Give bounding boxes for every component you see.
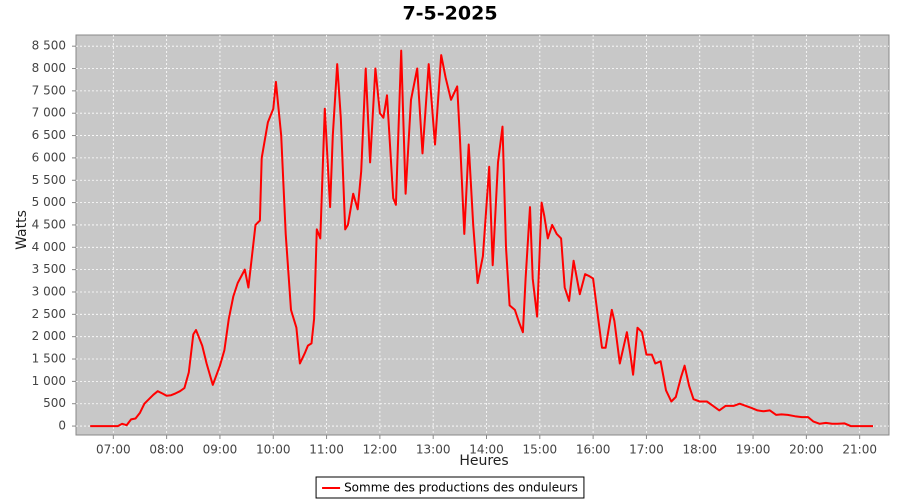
x-tick-label: 15:00 xyxy=(523,443,558,457)
legend-box xyxy=(315,476,585,499)
x-tick-label: 11:00 xyxy=(309,443,344,457)
data-line xyxy=(90,49,873,428)
legend-label: Somme des productions des onduleurs xyxy=(344,481,578,495)
x-tick-label: 12:00 xyxy=(363,443,398,457)
y-tick-label: 0 xyxy=(58,419,66,433)
y-tick-label: 6 500 xyxy=(32,128,66,142)
x-tick-label: 14:00 xyxy=(469,443,504,457)
x-tick-label: 17:00 xyxy=(629,443,664,457)
y-tick-label: 5 000 xyxy=(32,195,66,209)
y-tick-label: 8 000 xyxy=(32,61,66,75)
x-tick-label: 18:00 xyxy=(682,443,717,457)
y-tick-label: 1 500 xyxy=(32,352,66,366)
y-tick-label: 5 500 xyxy=(32,173,66,187)
y-tick-label: 6 000 xyxy=(32,150,66,164)
x-tick-label: 13:00 xyxy=(416,443,451,457)
legend: Somme des productions des onduleurs xyxy=(315,476,585,499)
x-tick-label: 19:00 xyxy=(736,443,771,457)
y-tick-label: 4 500 xyxy=(32,217,66,231)
x-tick-label: 08:00 xyxy=(149,443,184,457)
x-tick-label: 21:00 xyxy=(842,443,877,457)
x-tick-label: 20:00 xyxy=(789,443,824,457)
y-tick-label: 3 000 xyxy=(32,284,66,298)
y-tick-label: 3 500 xyxy=(32,262,66,276)
y-tick-label: 2 000 xyxy=(32,329,66,343)
chart-title: 7-5-2025 xyxy=(402,3,497,25)
y-tick-label: 8 500 xyxy=(32,39,66,53)
y-tick-label: 1 000 xyxy=(32,374,66,388)
y-axis-label: Watts xyxy=(14,210,30,250)
y-tick-label: 2 500 xyxy=(32,307,66,321)
y-tick-label: 4 000 xyxy=(32,240,66,254)
y-tick-label: 7 000 xyxy=(32,106,66,120)
y-tick-label: 7 500 xyxy=(32,83,66,97)
y-tick-label: 500 xyxy=(43,396,66,410)
x-tick-label: 07:00 xyxy=(96,443,131,457)
x-axis-label: Heures xyxy=(459,453,508,469)
x-tick-label: 16:00 xyxy=(576,443,611,457)
x-tick-label: 10:00 xyxy=(256,443,291,457)
plot-area xyxy=(75,34,890,436)
x-tick-label: 09:00 xyxy=(203,443,238,457)
